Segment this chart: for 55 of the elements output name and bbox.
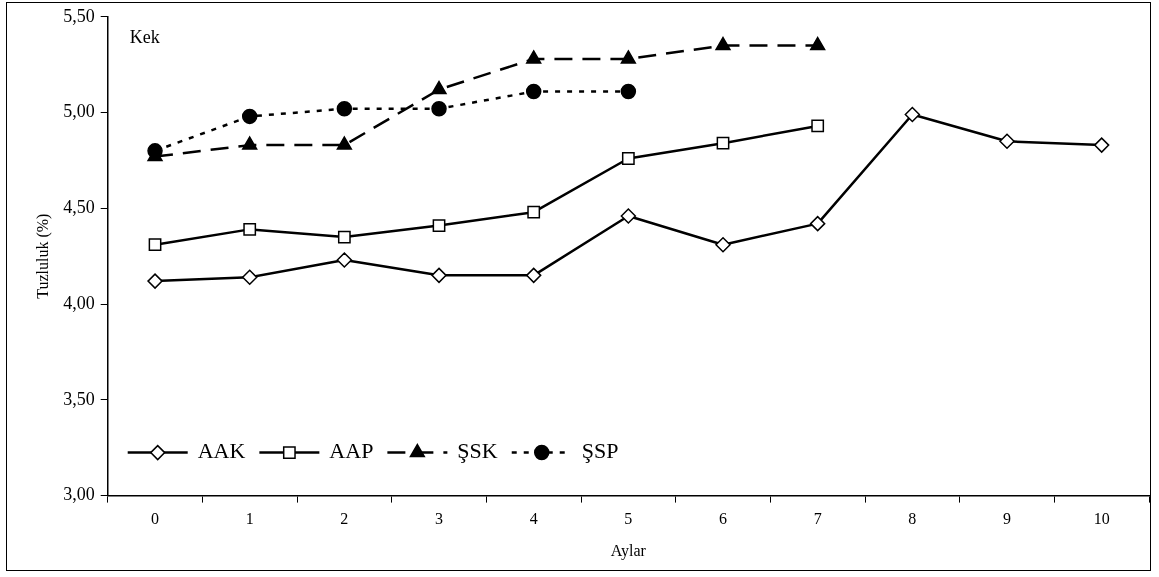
point bbox=[810, 36, 826, 51]
point bbox=[715, 36, 731, 51]
point bbox=[148, 238, 162, 252]
x-tick-label: 4 bbox=[529, 510, 538, 528]
x-tick-label: 6 bbox=[719, 510, 728, 528]
point bbox=[241, 269, 258, 286]
y-tick-label: 5,50 bbox=[63, 5, 95, 26]
point bbox=[904, 106, 921, 123]
point bbox=[147, 273, 163, 289]
point bbox=[525, 83, 542, 100]
annotation: Kek bbox=[129, 26, 160, 47]
x-tick-label: 3 bbox=[435, 510, 444, 528]
point bbox=[241, 108, 258, 125]
point bbox=[431, 80, 447, 95]
legend-label: AAK bbox=[197, 438, 246, 464]
point bbox=[525, 267, 542, 284]
point bbox=[811, 119, 825, 133]
y-tick-label: 3,50 bbox=[63, 388, 95, 409]
point bbox=[432, 219, 446, 232]
point bbox=[337, 230, 351, 244]
legend-label: ŞSP bbox=[581, 438, 619, 464]
x-tick-label: 8 bbox=[908, 510, 917, 528]
point bbox=[336, 252, 353, 268]
x-tick-label: 10 bbox=[1093, 510, 1110, 528]
point bbox=[715, 236, 731, 253]
point bbox=[999, 133, 1015, 150]
point bbox=[243, 222, 257, 236]
point bbox=[620, 83, 637, 100]
x-tick-label: 2 bbox=[340, 510, 349, 528]
legend-label: ŞSK bbox=[457, 438, 498, 464]
y-tick-label: 5,00 bbox=[63, 101, 95, 122]
point bbox=[336, 100, 353, 117]
x-tick-label: 1 bbox=[245, 510, 254, 528]
y-tick-label: 3,00 bbox=[63, 484, 95, 505]
point bbox=[716, 136, 730, 150]
x-tick-label: 0 bbox=[151, 510, 160, 528]
point bbox=[1093, 137, 1110, 153]
point bbox=[620, 50, 637, 64]
x-tick-label: 9 bbox=[1003, 510, 1011, 528]
y-tick-label: 4,00 bbox=[63, 292, 95, 313]
legend-label: AAP bbox=[329, 438, 374, 464]
y-tick-label: 4,50 bbox=[63, 197, 95, 218]
point bbox=[526, 50, 542, 64]
point bbox=[620, 208, 637, 224]
x-tick-label: 7 bbox=[813, 510, 822, 528]
point bbox=[527, 205, 541, 219]
point bbox=[431, 267, 447, 284]
x-tick-label: 5 bbox=[624, 510, 633, 528]
point bbox=[809, 215, 826, 232]
y-axis-title: Tuzluluk (%) bbox=[33, 213, 52, 299]
point bbox=[431, 100, 447, 117]
point bbox=[621, 152, 635, 165]
point bbox=[242, 136, 258, 150]
x-axis-title: Aylar bbox=[610, 541, 647, 560]
point bbox=[336, 136, 353, 150]
